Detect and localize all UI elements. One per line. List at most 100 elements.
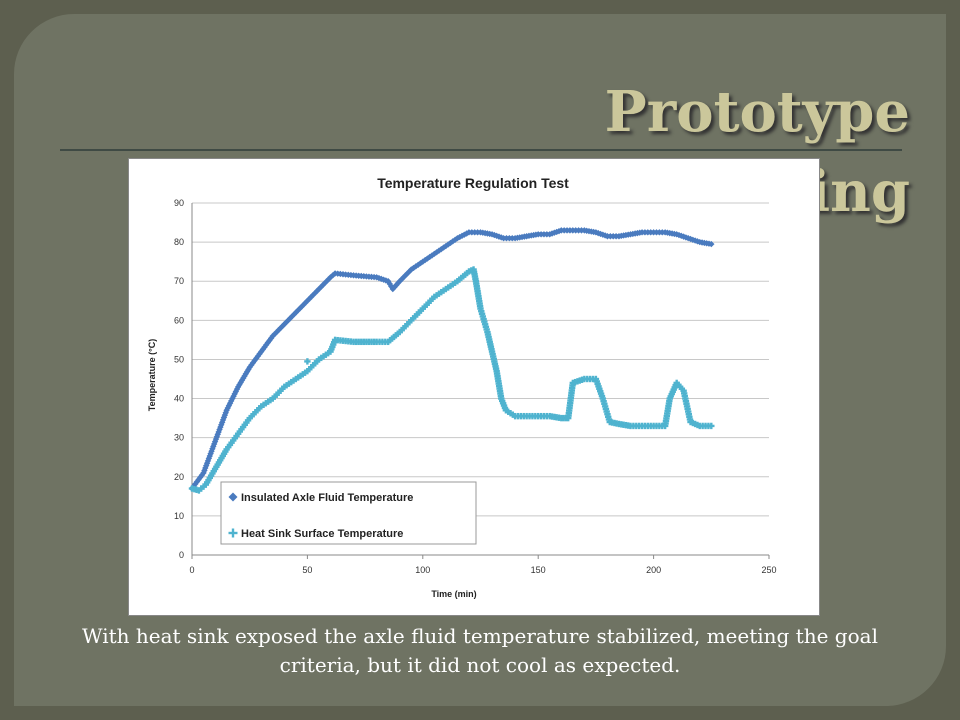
chart-legend: Insulated Axle Fluid Temperature Heat Si… — [220, 481, 477, 545]
data-point — [413, 311, 421, 318]
data-point — [200, 483, 207, 490]
marker-bar — [419, 307, 423, 314]
marker-bar — [465, 269, 469, 277]
data-point — [404, 321, 411, 328]
data-point — [248, 361, 255, 369]
marker-bar — [404, 323, 407, 330]
data-point — [204, 457, 212, 465]
marker-bar — [437, 290, 441, 297]
marker-bar — [417, 309, 421, 316]
marker-bar — [200, 485, 203, 492]
marker-bar — [243, 421, 246, 429]
data-point — [386, 280, 393, 288]
marker-bar — [433, 293, 436, 301]
data-point — [417, 307, 425, 314]
marker-bar — [421, 305, 424, 312]
marker-bar — [458, 276, 461, 283]
data-point — [675, 381, 682, 389]
marker-bar — [208, 474, 212, 482]
marker-bar — [306, 358, 309, 365]
marker-bar — [231, 528, 235, 538]
chart-title: Temperature Regulation Test — [377, 175, 569, 191]
data-point — [458, 274, 465, 282]
data-point — [288, 378, 295, 386]
data-point — [396, 328, 403, 336]
marker-bar — [675, 379, 678, 387]
data-point — [431, 250, 438, 258]
y-tick-label: 80 — [174, 237, 184, 247]
marker-bar — [279, 387, 282, 394]
data-point — [449, 281, 457, 288]
data-point — [318, 354, 325, 362]
marker-bar — [444, 285, 448, 293]
y-tick-label: 40 — [174, 394, 184, 404]
marker-bar — [258, 405, 261, 412]
data-point — [281, 321, 288, 328]
data-point — [440, 287, 447, 294]
marker-bar — [232, 437, 235, 444]
data-point — [678, 385, 686, 392]
data-point — [402, 323, 409, 330]
data-point — [304, 297, 311, 304]
marker-bar — [273, 393, 276, 400]
marker-bar — [504, 407, 508, 414]
marker-bar — [205, 479, 209, 486]
data-point — [292, 375, 300, 383]
legend-marker-heatsink — [228, 528, 238, 538]
marker-bar — [308, 366, 311, 373]
marker-bar — [406, 321, 409, 328]
marker-bar — [227, 443, 230, 451]
data-point — [431, 293, 438, 301]
marker-bar — [394, 332, 398, 339]
y-tick-label: 60 — [174, 315, 184, 325]
marker-bar — [262, 401, 265, 409]
y-tick-label: 50 — [174, 354, 184, 364]
data-point — [301, 369, 309, 376]
marker-bar — [324, 351, 328, 358]
data-point — [221, 411, 229, 419]
data-point — [444, 284, 452, 291]
data-point — [386, 337, 394, 344]
marker-bar — [311, 362, 315, 369]
marker-bar — [461, 273, 465, 280]
data-point — [398, 326, 405, 334]
marker-bar — [413, 313, 417, 320]
data-point — [211, 465, 219, 473]
data-point — [248, 412, 255, 420]
data-point — [297, 372, 304, 380]
data-point — [198, 471, 206, 479]
marker-bar — [506, 408, 510, 415]
marker-bar — [306, 367, 309, 375]
data-point — [202, 481, 210, 488]
data-point — [207, 472, 215, 479]
data-point — [209, 470, 216, 477]
data-point — [233, 432, 240, 440]
marker-bar — [678, 383, 682, 391]
data-point — [384, 338, 392, 346]
slide-title: Prototype Testing — [604, 79, 910, 225]
data-point — [260, 401, 267, 409]
data-point — [244, 417, 252, 424]
data-point — [195, 487, 203, 494]
data-point — [262, 400, 270, 407]
data-point — [454, 278, 461, 285]
marker-bar — [260, 403, 263, 410]
data-point — [219, 452, 226, 460]
marker-bar — [204, 481, 208, 488]
data-point — [283, 382, 290, 389]
data-point — [283, 319, 290, 326]
marker-bar — [322, 353, 325, 360]
data-point — [502, 407, 510, 414]
marker-bar — [287, 380, 291, 387]
marker-bar — [221, 452, 224, 460]
marker-bar — [326, 349, 330, 357]
data-point — [277, 387, 284, 394]
legend-marker-insulated — [228, 492, 238, 502]
data-point — [427, 297, 434, 304]
chart-gridlines — [192, 202, 769, 517]
marker-bar — [211, 470, 214, 477]
title-divider — [60, 149, 902, 151]
marker-bar — [509, 410, 512, 417]
data-point — [213, 463, 220, 470]
